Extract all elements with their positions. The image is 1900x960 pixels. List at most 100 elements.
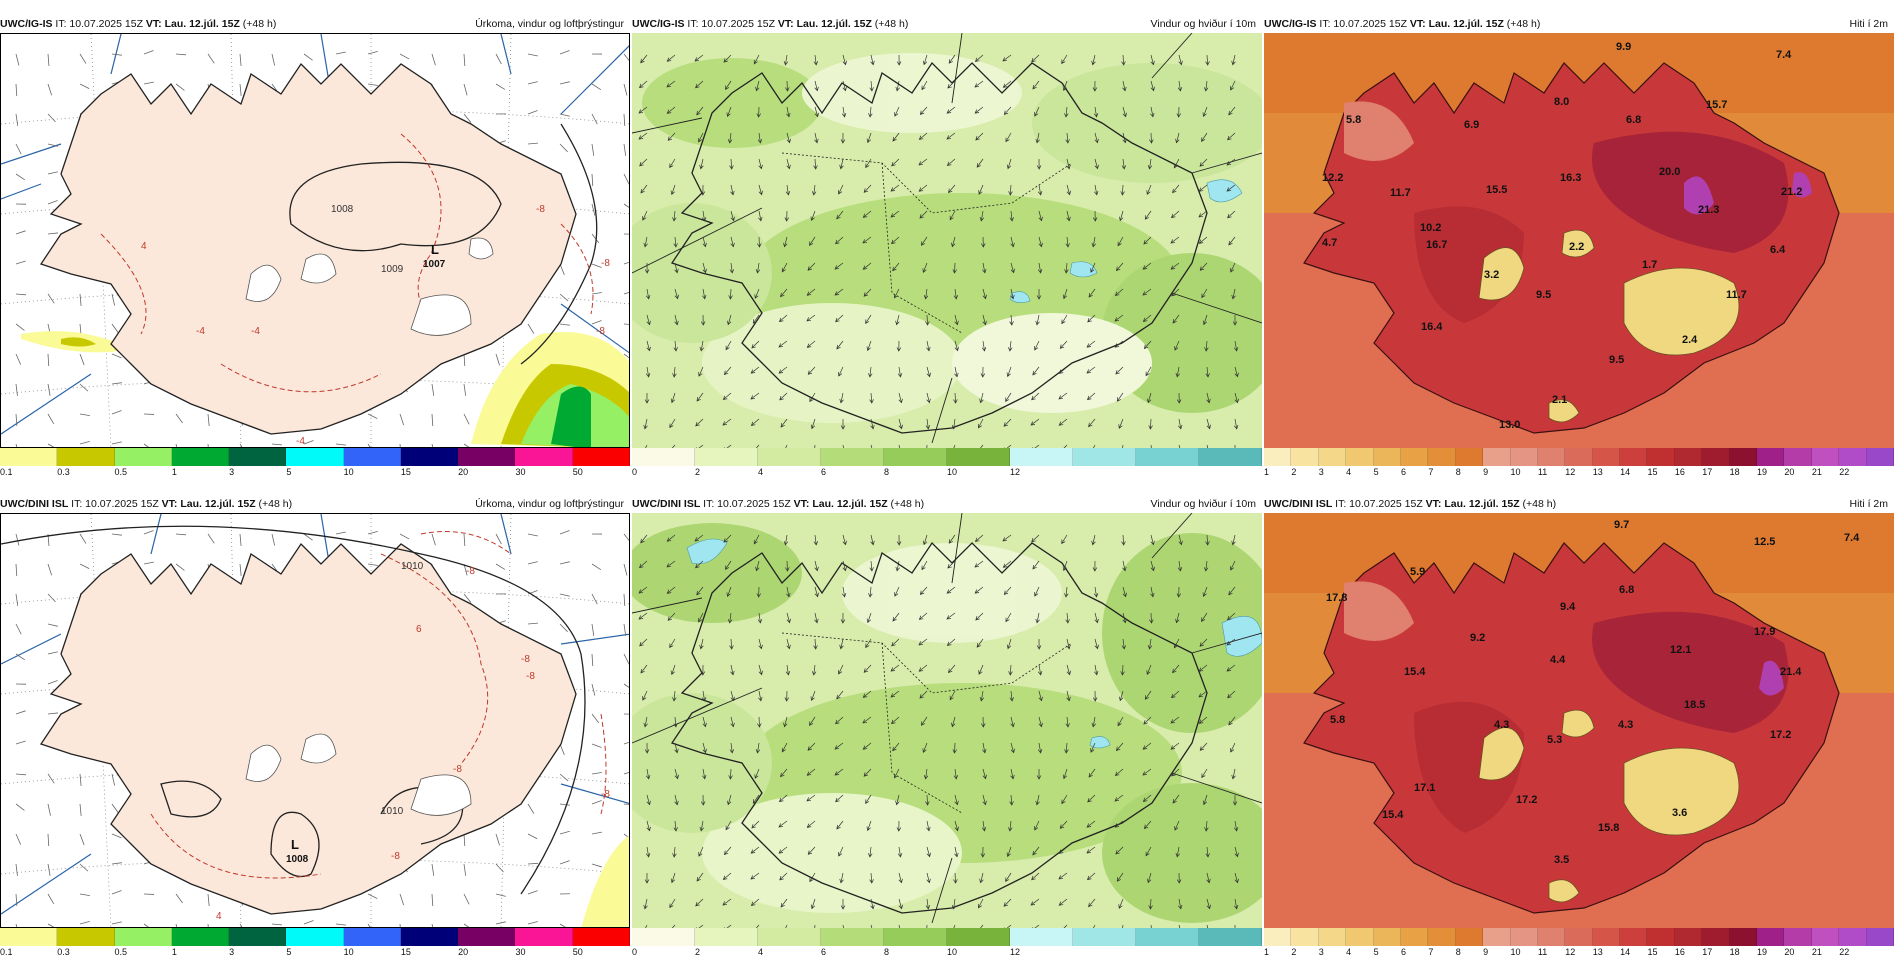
colorbar-swatch (344, 928, 401, 946)
colorbar-tick-label: 20 (1784, 947, 1794, 957)
colorbar-tick-label: 12 (1565, 947, 1575, 957)
colorbar-tick-label: 17 (1702, 947, 1712, 957)
temp-contour-label: -8 (596, 326, 605, 337)
colorbar-tick-label: 10 (1511, 947, 1521, 957)
colorbar-swatch (1483, 928, 1510, 946)
colorbar-swatch (632, 928, 695, 946)
colorbar-swatch (1730, 928, 1757, 946)
field-name: Hiti í 2m (1849, 15, 1888, 33)
model-name: UWC/DINI ISL (632, 498, 700, 510)
colorbar (632, 928, 1262, 946)
wind-map[interactable] (632, 513, 1262, 928)
colorbar-tick-label: 22 (1839, 947, 1849, 957)
colorbar-tick-label: 17 (1702, 467, 1712, 477)
colorbar-tick-label: 6 (821, 467, 826, 477)
colorbar-tick-label: 0.5 (115, 947, 128, 957)
colorbar-swatch (1839, 928, 1866, 946)
temp-contour-label: -8 (453, 764, 462, 775)
colorbar-swatch (1428, 928, 1455, 946)
colorbar-swatch (884, 448, 947, 466)
low-pressure-symbol: L (291, 837, 299, 852)
colorbar-tick-label: 3 (229, 467, 234, 477)
temp-value-label: 18.5 (1684, 699, 1705, 711)
colorbar-tick-label: 14 (1620, 467, 1630, 477)
temp-value-label: 21.2 (1781, 186, 1802, 198)
colorbar-swatch (1401, 928, 1428, 946)
temp-contour-label: 4 (141, 241, 147, 252)
temp-value-label: 15.4 (1404, 666, 1426, 678)
colorbar-tick-label: 0.5 (115, 467, 128, 477)
colorbar-tick-label: 19 (1757, 947, 1767, 957)
panel-title: UWC/DINI ISL IT: 10.07.2025 15Z VT: Lau.… (632, 495, 1262, 513)
panel-title: UWC/IG-IS IT: 10.07.2025 15Z VT: Lau. 12… (632, 15, 1262, 33)
valid-time: VT: Lau. 12.júl. 15Z (1426, 498, 1520, 510)
field-name: Vindur og hviður í 10m (1151, 15, 1256, 33)
colorbar-tick-label: 11 (1538, 947, 1547, 957)
colorbar-swatch (1456, 448, 1483, 466)
colorbar-tick-label: 1 (172, 467, 177, 477)
colorbar-swatch (1073, 928, 1136, 946)
colorbar-swatch (229, 928, 286, 946)
isobar-label: 1010 (381, 806, 404, 817)
colorbar-swatch (1538, 928, 1565, 946)
panel-precip-igis: UWC/IG-IS IT: 10.07.2025 15Z VT: Lau. 12… (0, 15, 630, 480)
model-name: UWC/IG-IS (632, 18, 685, 30)
temp-value-label: 6.4 (1770, 244, 1786, 256)
colorbar-swatch (1757, 448, 1784, 466)
colorbar-tick-label: 15 (1647, 947, 1657, 957)
temp-value-label: 6.9 (1464, 119, 1479, 131)
precip-map[interactable]: 1010 1010 L 1008 -8 -8 -8 6 -8 -8 -8 4 (0, 513, 630, 928)
temperature-map[interactable]: 9.7 12.5 7.4 5.9 17.8 9.4 6.8 9.2 12.1 1… (1264, 513, 1894, 928)
colorbar-swatch (1428, 448, 1455, 466)
panel-wind-igis: UWC/IG-IS IT: 10.07.2025 15Z VT: Lau. 12… (632, 15, 1262, 480)
colorbar-swatch (573, 448, 630, 466)
colorbar-swatch (1199, 928, 1262, 946)
temperature-map[interactable]: 9.9 7.4 5.8 6.9 8.0 6.8 15.7 12.2 11.7 1… (1264, 33, 1894, 448)
colorbar-swatch (1812, 448, 1839, 466)
init-time: IT: 10.07.2025 15Z (1335, 498, 1423, 510)
colorbar-tick-label: 30 (515, 467, 525, 477)
colorbar-tick-label: 50 (573, 947, 583, 957)
colorbar-swatch (1757, 928, 1784, 946)
colorbar-tick-label: 0.3 (57, 947, 70, 957)
colorbar-swatch (947, 448, 1010, 466)
colorbar-swatch (1511, 448, 1538, 466)
colorbar-swatch (1647, 928, 1674, 946)
colorbar-tick-label: 7 (1428, 467, 1433, 477)
temp-value-label: 17.8 (1326, 592, 1347, 604)
colorbar (0, 448, 630, 466)
temp-value-label: 3.2 (1484, 269, 1499, 281)
colorbar-tick-label: 2 (1291, 947, 1296, 957)
isobar-label: 1010 (401, 561, 424, 572)
temp-value-label: 12.1 (1670, 644, 1691, 656)
temp-value-label: 15.5 (1486, 184, 1507, 196)
model-name: UWC/IG-IS (0, 18, 53, 30)
colorbar-tick-label: 3 (229, 947, 234, 957)
temp-value-label: 7.4 (1844, 532, 1860, 544)
valid-time: VT: Lau. 12.júl. 15Z (146, 18, 240, 30)
temp-value-label: 17.2 (1770, 729, 1791, 741)
colorbar-swatch (1784, 928, 1811, 946)
temp-contour-label: -4 (196, 326, 205, 337)
temp-value-label: 20.0 (1659, 166, 1680, 178)
colorbar-tick-label: 22 (1839, 467, 1849, 477)
temp-value-label: 17.1 (1414, 782, 1435, 794)
temp-value-label: 9.2 (1470, 632, 1485, 644)
temp-value-label: 16.4 (1421, 321, 1443, 333)
lead-time: (+48 h) (259, 498, 293, 510)
colorbar-tick-label: 10 (344, 467, 354, 477)
temp-value-label: 3.6 (1672, 807, 1687, 819)
temp-value-label: 2.2 (1569, 241, 1584, 253)
colorbar-swatch (1702, 448, 1729, 466)
wind-map[interactable] (632, 33, 1262, 448)
field-name: Hiti í 2m (1849, 495, 1888, 513)
colorbar-swatch (115, 448, 172, 466)
colorbar-swatch (1136, 928, 1199, 946)
colorbar-tick-label: 20 (1784, 467, 1794, 477)
temp-contour-label: -4 (251, 326, 260, 337)
precip-map[interactable]: 1008 1009 L 1007 -8 -8 -8 4 -4 -4 -4 (0, 33, 630, 448)
colorbar-tick-label: 10 (947, 947, 957, 957)
panel-title: UWC/DINI ISL IT: 10.07.2025 15Z VT: Lau.… (0, 495, 630, 513)
